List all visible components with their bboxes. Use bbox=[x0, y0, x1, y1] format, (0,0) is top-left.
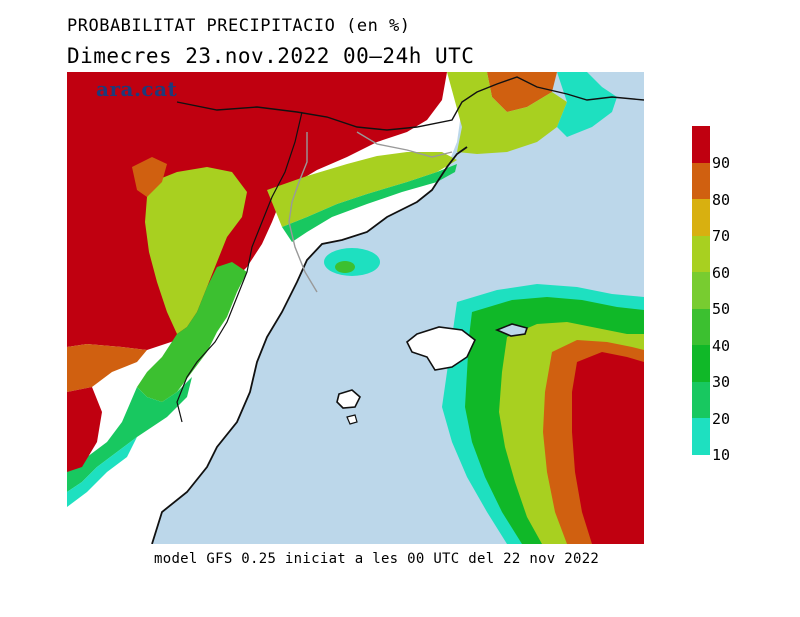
legend-label-70: 70 bbox=[712, 227, 731, 246]
map-title: PROBABILITAT PRECIPITACIO (en %) bbox=[67, 16, 411, 36]
model-info: model GFS 0.25 iniciat a les 00 UTC del … bbox=[154, 551, 600, 567]
precipitation-map bbox=[67, 72, 644, 544]
legend-swatch-90 bbox=[692, 126, 710, 163]
precip-band-10-northeast bbox=[557, 72, 617, 137]
precip-band-80-west-inner bbox=[132, 157, 167, 197]
legend-swatch-50 bbox=[692, 271, 710, 309]
legend-label-30: 30 bbox=[712, 373, 731, 392]
legend-swatch-60 bbox=[692, 235, 710, 273]
legend-label-10: 10 bbox=[712, 446, 731, 464]
island-menorca bbox=[494, 323, 529, 337]
precip-band-20-west bbox=[67, 377, 192, 492]
regional-border bbox=[176, 111, 303, 423]
island-mallorca bbox=[405, 326, 476, 371]
precip-band-80-west bbox=[67, 344, 147, 392]
precip-band-10-west bbox=[67, 437, 137, 507]
precip-band-60-west bbox=[145, 167, 247, 334]
legend-label-20: 20 bbox=[712, 409, 731, 428]
precip-band-20-coast bbox=[282, 164, 457, 242]
color-legend bbox=[692, 126, 710, 455]
state-border-grey bbox=[288, 132, 318, 293]
legend-swatch-70 bbox=[692, 198, 710, 236]
watermark-logo: ara.cat bbox=[96, 77, 178, 101]
precip-band-90-east bbox=[572, 352, 644, 544]
legend-label-50: 50 bbox=[712, 300, 731, 319]
precip-band-40-west bbox=[137, 262, 247, 402]
map-subtitle: Dimecres 23.nov.2022 00–24h UTC bbox=[67, 44, 475, 68]
legend-swatch-80 bbox=[692, 162, 710, 200]
precip-blob-delta-core bbox=[335, 261, 355, 273]
precip-blob-delta bbox=[324, 248, 380, 276]
precip-band-60-north bbox=[267, 152, 457, 227]
precip-band-80-southwest bbox=[67, 387, 102, 472]
legend-label-60: 60 bbox=[712, 263, 731, 282]
legend-label-80: 80 bbox=[712, 190, 731, 209]
national-border bbox=[176, 76, 644, 131]
legend-label-40: 40 bbox=[712, 336, 731, 355]
legend-swatch-30 bbox=[692, 344, 710, 382]
legend-label-90: 90 bbox=[712, 154, 731, 173]
island-formentera bbox=[346, 414, 358, 425]
legend-swatch-40 bbox=[692, 308, 710, 346]
state-border-grey-2 bbox=[356, 131, 453, 158]
legend-swatch-20 bbox=[692, 381, 710, 419]
coastline bbox=[151, 146, 468, 544]
legend-swatch-10 bbox=[692, 417, 710, 455]
island-ibiza bbox=[336, 389, 361, 409]
